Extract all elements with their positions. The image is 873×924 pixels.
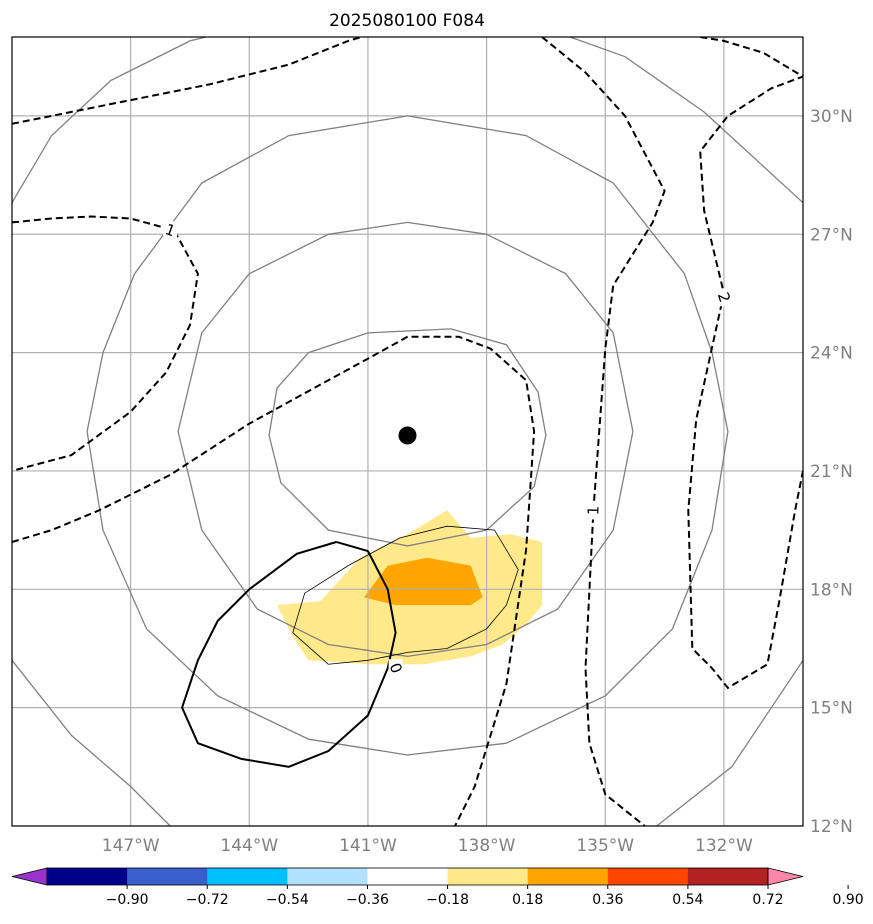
contour-line: [12, 335, 536, 826]
contour-label-bg: [388, 659, 403, 678]
lat-tick-label: 21°N: [810, 462, 853, 482]
contour-line-closure: [328, 659, 368, 665]
colorbar-extend-low: [11, 867, 48, 886]
colorbar-tick-label: 0.54: [672, 892, 703, 908]
contour-line: [687, 37, 803, 690]
colorbar-segment: [207, 868, 288, 885]
lat-tick-label: 27°N: [810, 225, 853, 245]
colorbar-segment: [287, 868, 368, 885]
lon-tick-label: 132°W: [695, 836, 753, 856]
colorbar-segment: [607, 868, 689, 885]
range-ring: [86, 115, 729, 756]
range-ring: [12, 37, 209, 204]
contour-label-bg: [163, 221, 178, 240]
lat-tick-label: 24°N: [810, 344, 853, 364]
colorbar-tick-label: −0.18: [426, 892, 469, 908]
range-rings: [12, 37, 803, 826]
contour-line: [12, 37, 365, 125]
contour-label: 1: [584, 505, 602, 515]
colorbar-tick-label: −0.72: [186, 892, 229, 908]
contour-line: [12, 215, 199, 472]
lat-tick-label: 18°N: [810, 580, 853, 600]
colorbar-segment: [47, 868, 128, 885]
colorbar-segment: [127, 868, 208, 885]
range-ring: [12, 659, 171, 826]
colorbar-segment: [687, 868, 769, 885]
range-ring: [656, 659, 803, 826]
plot-frame: [11, 36, 804, 827]
lat-tick-label: 30°N: [810, 107, 853, 127]
contour-line-closure: [336, 540, 369, 552]
contour-line: [541, 37, 666, 826]
center-marker-group: [398, 426, 417, 445]
colorbar-extend-high: [767, 867, 804, 886]
colorbar: −0.90 −0.72 −0.54 −0.36 −0.18 0.18 0.36 0.54 0.7…: [11, 867, 864, 908]
colorbar-tick-label: −0.36: [346, 892, 389, 908]
lon-tick-label: 147°W: [102, 836, 160, 856]
range-ring: [568, 37, 803, 204]
filled-region-1: [364, 557, 483, 606]
colorbar-segment: [527, 868, 609, 885]
range-ring: [177, 221, 634, 658]
colorbar-tick-label: −0.90: [106, 892, 149, 908]
storm-center-dot: [398, 426, 417, 445]
lon-tick-label: 135°W: [576, 836, 634, 856]
colorbar-segment: [447, 868, 529, 885]
lon-tick-label: 141°W: [339, 836, 397, 856]
colorbar-tick-label: 0.72: [752, 892, 783, 908]
colorbar-tick-label: 0.36: [592, 892, 623, 908]
colorbar-frame: [46, 867, 769, 886]
contour-label-bg: [716, 288, 731, 307]
lat-tick-label: 15°N: [810, 699, 853, 719]
lon-tick-label: 144°W: [220, 836, 278, 856]
contour-line: [292, 525, 519, 665]
contour-label-bg: [586, 501, 601, 520]
range-ring: [268, 328, 547, 547]
colorbar-tick-label: −0.54: [266, 892, 309, 908]
lat-tick-label: 12°N: [810, 817, 853, 837]
lon-tick-label: 138°W: [458, 836, 516, 856]
axis-ticks: 147°W 144°W 141°W 138°W 135°W 132°W 12°N 15°N 18…: [102, 107, 853, 856]
chart-title: 2025080100 F084: [329, 11, 485, 31]
colorbar-tick-label: 0.18: [512, 892, 543, 908]
contour-line: [181, 541, 397, 768]
colorbar-segment: [367, 868, 449, 885]
gridlines: [12, 37, 803, 826]
colorbar-tick-label: 0.90: [833, 892, 864, 908]
filled-regions: [277, 510, 542, 665]
